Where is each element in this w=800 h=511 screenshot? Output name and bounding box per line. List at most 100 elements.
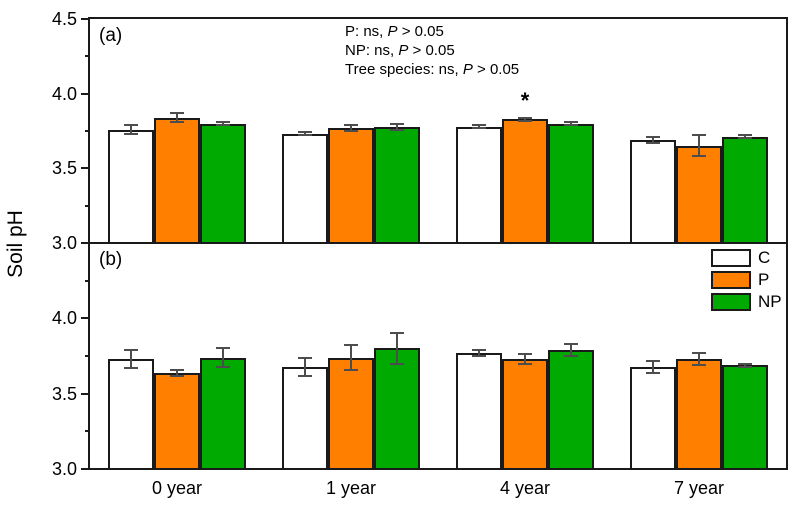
error-bar-cap-top [564,121,578,124]
error-bar-cap-top [124,348,138,351]
error-bar-line [350,125,352,131]
error-bar-cap-top [170,368,184,371]
bar-NP-4-year [548,123,594,244]
legend-label: P [758,270,770,289]
error-bar-cap-top [692,351,706,354]
error-bar-line [652,136,654,143]
bar-P-4-year [502,119,548,244]
bar-NP-7-year [722,365,768,470]
error-bar-cap-bottom [472,127,486,129]
bar-P-0-year [154,117,200,244]
error-bar-cap-top [298,131,312,134]
error-bar-line [524,354,526,364]
bar-NP-1-year [374,348,420,470]
error-bar-line [130,349,132,369]
error-bar-line [304,132,306,136]
y-major-tick [81,468,90,470]
error-bar-line [396,333,398,364]
bar-C-0-year [108,129,154,244]
y-minor-tick [85,130,90,132]
error-bar-cap-bottom [564,124,578,127]
error-bar-cap-top [216,121,230,124]
error-bar-line [478,125,480,128]
error-bar-line [130,125,132,134]
y-minor-tick [85,355,90,357]
error-bar-cap-bottom [692,364,706,367]
x-category-label: 0 year [151,478,203,498]
error-bar-cap-bottom [170,121,184,124]
error-bar-cap-bottom [646,141,660,144]
stats-annotation-line: NP: ns, P > 0.05 [345,42,455,59]
error-bar-cap-bottom [564,355,578,357]
y-tick-label: 3.0 [51,459,77,479]
error-bar-cap-bottom [124,132,138,135]
legend-label: NP [758,292,782,311]
panel-divider-axis [88,242,788,244]
error-bar-cap-bottom [646,371,660,374]
error-bar-cap-bottom [518,362,532,365]
error-bar-cap-bottom [216,124,230,127]
legend-item-C: C [711,249,782,267]
y-major-tick [81,167,90,170]
error-bar-line [524,117,526,121]
legend-item-P: P [711,271,782,289]
y-major-tick [81,18,90,20]
y-major-tick [81,392,90,395]
y-axis-label: Soil pH [4,210,27,278]
legend: C P NP [711,249,782,315]
error-bar-line [176,113,178,123]
error-bar-line [222,122,224,126]
error-bar-cap-top [390,122,404,125]
bar-P-4-year [502,359,548,470]
error-bar-cap-bottom [390,128,404,131]
error-bar-cap-top [298,356,312,359]
error-bar-cap-top [216,347,230,350]
legend-label: C [758,248,771,267]
y-major-tick [81,242,90,244]
legend-swatch-C [711,249,751,267]
error-bar-cap-top [344,124,358,127]
error-bar-line [222,348,224,367]
legend-swatch-P [711,271,751,289]
error-bar-line [304,357,306,376]
panel-b-label: (b) [99,249,123,270]
panel-a-label: (a) [99,25,123,46]
x-category-label: 1 year [325,478,377,498]
error-bar-cap-top [472,348,486,351]
error-bar-cap-top [518,353,532,356]
error-bar-cap-top [738,134,752,137]
error-bar-line [570,343,572,356]
error-bar-line [176,369,178,376]
y-tick-label: 3.5 [51,383,77,404]
bar-C-7-year [630,366,676,470]
error-bar-line [652,360,654,373]
y-tick-label: 4.0 [51,308,77,329]
error-bar-cap-top [124,124,138,127]
error-bar-cap-top [738,362,752,365]
bar-C-1-year [282,366,328,470]
error-bar-cap-top [646,359,660,362]
bar-NP-0-year [200,123,246,244]
error-bar-cap-top [564,342,578,345]
y-minor-tick [85,279,90,282]
error-bar-cap-bottom [692,155,706,158]
error-bar-cap-top [472,124,486,127]
y-tick-label: 4.0 [51,83,77,104]
bar-NP-0-year [200,357,246,470]
y-tick-label: 4.5 [51,9,77,29]
error-bar-cap-bottom [472,355,486,357]
error-bar-cap-bottom [124,367,138,370]
error-bar-line [698,135,700,157]
significance-asterisk: * [520,87,530,113]
error-bar-line [698,352,700,366]
bar-P-0-year [154,372,200,470]
bar-NP-1-year [374,126,420,244]
error-bar-cap-top [390,332,404,335]
y-major-tick [81,317,90,320]
error-bar-cap-bottom [390,362,404,365]
error-bar-cap-bottom [738,137,752,140]
y-major-tick [81,92,90,95]
error-bar-cap-top [646,135,660,138]
